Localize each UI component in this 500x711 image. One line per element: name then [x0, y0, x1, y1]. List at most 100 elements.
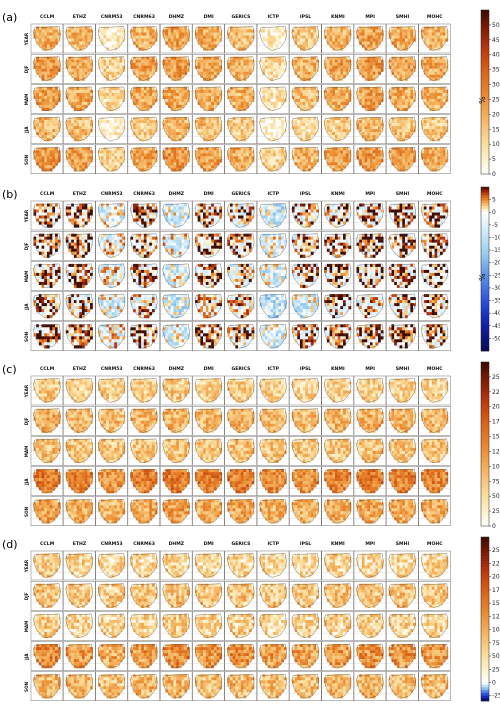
grid-cell: [152, 150, 155, 153]
grid-cell: [179, 165, 182, 168]
grid-cell: [152, 66, 155, 69]
grid-cell: [144, 123, 147, 126]
grid-cell: [85, 93, 88, 96]
grid-cell: [39, 153, 42, 156]
grid-cell: [176, 36, 179, 39]
grid-cell: [273, 78, 276, 81]
grid-cell: [249, 210, 252, 213]
grid-cell: [117, 42, 120, 45]
grid-cell: [133, 216, 136, 219]
grid-cell: [295, 147, 298, 150]
grid-cell: [243, 219, 246, 222]
grid-cell: [79, 102, 82, 105]
grid-cell: [440, 99, 443, 102]
grid-cell: [144, 90, 147, 93]
grid-cell: [313, 66, 316, 69]
grid-cell: [332, 129, 335, 132]
grid-cell: [138, 207, 141, 210]
grid-cell: [208, 159, 211, 162]
grid-cell: [249, 57, 252, 60]
grid-cell: [233, 162, 236, 165]
grid-cell: [74, 96, 77, 99]
grid-cell: [311, 45, 314, 48]
grid-cell: [144, 108, 147, 111]
grid-cell: [52, 69, 55, 72]
grid-cell: [437, 129, 440, 132]
grid-cell: [50, 153, 53, 156]
grid-cell: [397, 156, 400, 159]
grid-cell: [362, 72, 365, 75]
grid-cell: [79, 216, 82, 219]
grid-cell: [82, 165, 85, 168]
grid-cell: [426, 39, 429, 42]
grid-cell: [106, 96, 109, 99]
grid-cell: [87, 120, 90, 123]
grid-cell: [74, 207, 77, 210]
grid-cell: [106, 39, 109, 42]
grid-cell: [370, 45, 373, 48]
grid-cell: [47, 42, 50, 45]
grid-cell: [262, 99, 265, 102]
grid-cell: [343, 36, 346, 39]
grid-cell: [246, 90, 249, 93]
grid-cell: [71, 105, 74, 108]
grid-cell: [44, 216, 47, 219]
grid-cell: [343, 165, 346, 168]
grid-cell: [120, 66, 123, 69]
grid-cell: [42, 39, 45, 42]
grid-cell: [278, 159, 281, 162]
grid-cell: [281, 60, 284, 63]
grid-cell: [184, 63, 187, 66]
grid-cell: [235, 120, 238, 123]
grid-cell: [144, 33, 147, 36]
grid-cell: [141, 150, 144, 153]
grid-cell: [82, 75, 85, 78]
grid-cell: [335, 165, 338, 168]
grid-cell: [173, 135, 176, 138]
grid-cell: [77, 45, 80, 48]
grid-cell: [313, 117, 316, 120]
grid-cell: [141, 96, 144, 99]
grid-cell: [311, 129, 314, 132]
grid-cell: [206, 135, 209, 138]
grid-cell: [238, 216, 241, 219]
grid-cell: [365, 39, 368, 42]
grid-cell: [311, 150, 314, 153]
grid-cell: [370, 150, 373, 153]
grid-cell: [238, 75, 241, 78]
grid-cell: [47, 108, 50, 111]
grid-cell: [397, 99, 400, 102]
grid-cell: [437, 63, 440, 66]
grid-cell: [265, 33, 268, 36]
grid-cell: [55, 63, 58, 66]
grid-cell: [440, 105, 443, 108]
grid-cell: [249, 120, 252, 123]
grid-cell: [176, 75, 179, 78]
grid-cell: [71, 63, 74, 66]
grid-cell: [343, 123, 346, 126]
grid-cell: [435, 99, 438, 102]
grid-cell: [265, 147, 268, 150]
grid-cell: [410, 123, 413, 126]
grid-cell: [332, 69, 335, 72]
grid-cell: [208, 156, 211, 159]
grid-cell: [405, 132, 408, 135]
grid-cell: [429, 93, 432, 96]
grid-cell: [241, 60, 244, 63]
grid-cell: [305, 99, 308, 102]
grid-cell: [435, 39, 438, 42]
grid-cell: [200, 72, 203, 75]
grid-cell: [297, 165, 300, 168]
grid-cell: [273, 216, 276, 219]
grid-cell: [241, 210, 244, 213]
grid-cell: [297, 132, 300, 135]
model-header: KNMI: [331, 14, 345, 20]
grid-cell: [182, 33, 185, 36]
grid-cell: [440, 33, 443, 36]
grid-cell: [138, 63, 141, 66]
grid-cell: [106, 36, 109, 39]
grid-cell: [120, 159, 123, 162]
grid-cell: [109, 222, 112, 225]
grid-cell: [117, 72, 120, 75]
